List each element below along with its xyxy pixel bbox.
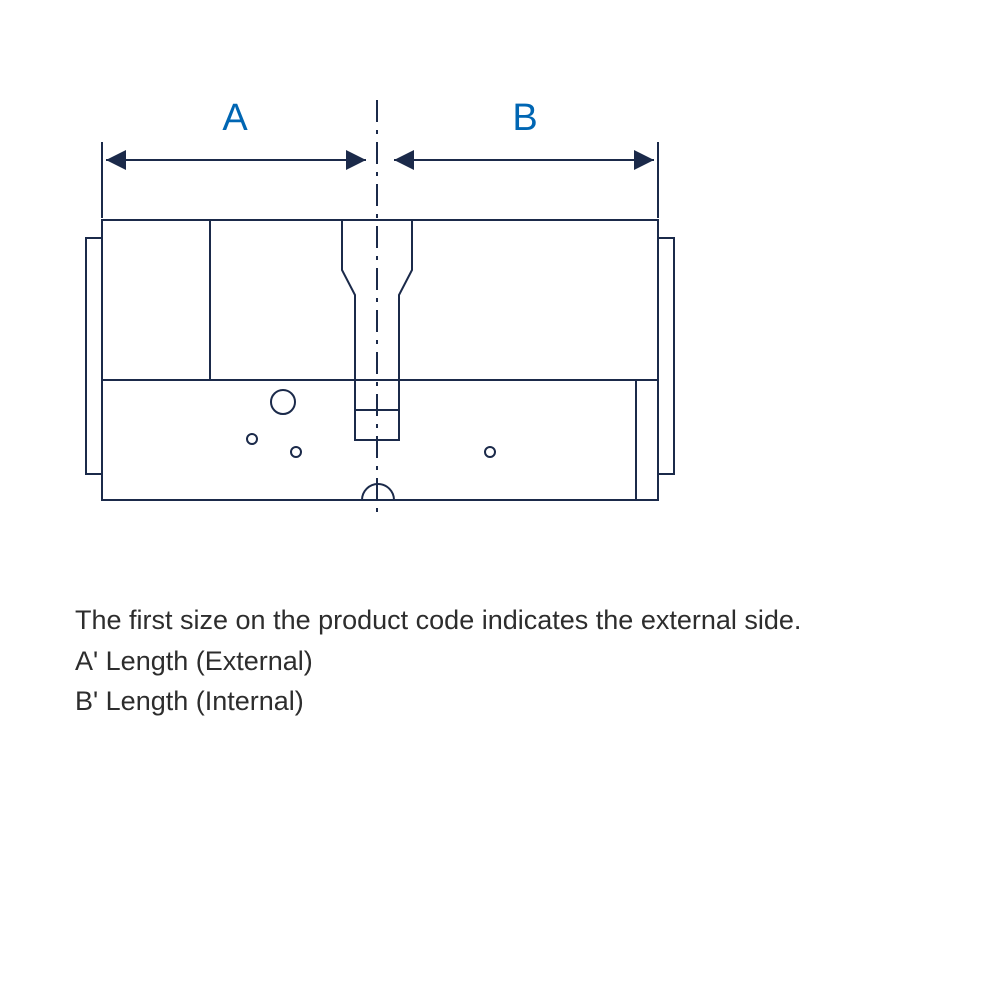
cylinder-diagram: A B: [80, 100, 680, 520]
diagram-svg: A B: [80, 100, 680, 520]
dimension-label-a: A: [222, 97, 248, 139]
cylinder-body: [86, 220, 674, 500]
caption-block: The first size on the product code indic…: [75, 600, 925, 722]
caption-line-1: The first size on the product code indic…: [75, 600, 925, 641]
caption-line-3: B' Length (Internal): [75, 681, 925, 722]
caption-line-2: A' Length (External): [75, 641, 925, 682]
dimension-label-b: B: [512, 97, 537, 139]
